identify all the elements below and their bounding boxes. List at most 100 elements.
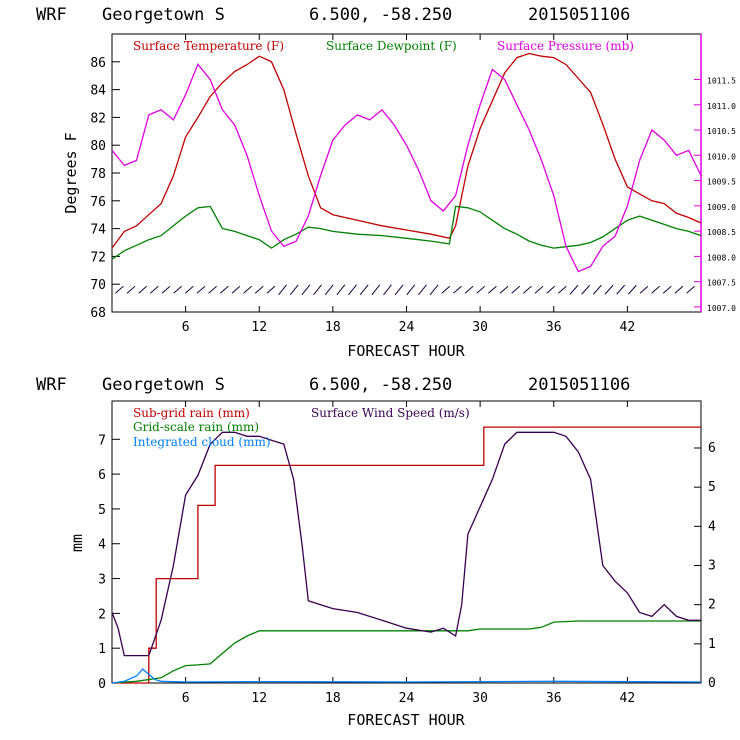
y-tick-label: 6: [98, 468, 106, 483]
y-axis-title: Degrees F: [62, 132, 80, 213]
chart-title-date: 2015051106: [528, 5, 630, 25]
y2-tick-label: 5: [708, 480, 716, 495]
wind-barb: [604, 284, 614, 295]
x-tick-label: 18: [325, 320, 341, 335]
series-line-surface-pressure-mb: [111, 63, 702, 273]
x-tick-label: 30: [472, 320, 488, 335]
wind-barb: [488, 285, 497, 294]
wind-barb: [406, 284, 416, 296]
legend-temperature: Surface Temperature (F): [133, 39, 284, 53]
y-tick-label: 78: [90, 167, 106, 182]
wind-barb: [231, 285, 241, 294]
wind-barb: [278, 284, 287, 296]
y2-tick-label: 4: [708, 519, 716, 534]
y-tick-label: 68: [90, 306, 106, 321]
wind-barb: [313, 284, 322, 296]
wind-barb: [651, 285, 660, 294]
x-tick-label: 24: [399, 691, 415, 706]
wind-barb: [138, 285, 148, 294]
wind-barbs: [115, 284, 695, 296]
y-tick-label: 2: [98, 607, 106, 622]
series-line-surface-dewpoint-f: [111, 205, 702, 260]
wind-barb: [383, 284, 392, 296]
chart-title-model: WRF: [36, 375, 67, 395]
y-tick-label: 76: [90, 195, 106, 210]
chart-title-coords: 6.500, -58.250: [309, 5, 452, 25]
wind-barb: [324, 284, 334, 296]
legend-dewpoint: Surface Dewpoint (F): [326, 39, 457, 53]
wind-barb: [453, 285, 462, 294]
y2-tick-label: 1: [708, 637, 716, 652]
precipitation-chart: WRF Georgetown S 6.500, -58.250 20150511…: [36, 375, 716, 729]
wind-barb: [674, 285, 684, 294]
y-tick-label: 7: [98, 433, 106, 448]
chart-title-date: 2015051106: [528, 375, 630, 395]
wind-barb: [173, 285, 182, 294]
wind-barb: [464, 285, 474, 294]
chart-title-coords: 6.500, -58.250: [309, 375, 452, 395]
wind-barb: [115, 285, 124, 294]
y2-tick-label: 1008.0: [707, 253, 736, 262]
x-axis-title: FORECAST HOUR: [347, 711, 465, 729]
wind-barb: [429, 284, 439, 296]
x-tick-label: 12: [251, 320, 267, 335]
wind-barb: [126, 285, 136, 294]
wind-barb: [150, 285, 159, 294]
x-tick-label: 12: [251, 691, 267, 706]
y-tick-label: 5: [98, 503, 106, 518]
legend-gridscale-rain: Grid-scale rain (mm): [133, 420, 259, 434]
wind-barb: [243, 285, 252, 294]
wind-barb: [196, 285, 206, 294]
wind-barb: [289, 284, 299, 296]
wind-barb: [266, 285, 276, 294]
y2-tick-label: 1008.5: [707, 228, 736, 237]
x-tick-label: 18: [325, 691, 341, 706]
x-tick-label: 42: [620, 320, 636, 335]
x-tick-label: 30: [472, 691, 488, 706]
wind-barb: [639, 285, 649, 294]
legend-wind-speed: Surface Wind Speed (m/s): [311, 406, 470, 420]
series-line-surface-wind-speed-m-s: [111, 431, 701, 657]
wind-barb: [336, 284, 346, 296]
wind-barb: [592, 284, 602, 295]
wind-barb: [418, 284, 427, 296]
wind-barb: [523, 285, 532, 294]
legend-subgrid-rain: Sub-grid rain (mm): [133, 406, 250, 420]
wind-barb: [184, 285, 194, 294]
wind-barb: [441, 285, 451, 294]
y2-tick-label: 1007.5: [707, 279, 736, 288]
y2-tick-label: 1011.5: [707, 76, 736, 85]
y-tick-label: 82: [90, 111, 106, 126]
wind-barb: [371, 284, 381, 296]
y2-tick-label: 2: [708, 598, 716, 613]
y-tick-label: 84: [90, 84, 106, 99]
x-tick-label: 36: [546, 320, 562, 335]
plot-frame: [111, 33, 702, 313]
wind-barb: [219, 285, 229, 294]
x-tick-label: 24: [399, 320, 415, 335]
y-tick-label: 72: [90, 250, 106, 265]
wind-barb: [569, 284, 579, 295]
y-tick-label: 3: [98, 573, 106, 588]
y-tick-label: 0: [98, 677, 106, 692]
y2-tick-label: 1007.0: [707, 304, 736, 313]
wind-barb: [476, 285, 486, 294]
y2-tick-label: 1009.0: [707, 203, 736, 212]
y2-tick-label: 0: [708, 676, 716, 691]
y2-tick-label: 1010.0: [707, 152, 736, 161]
wind-barb: [546, 285, 556, 294]
wind-barb: [686, 285, 695, 294]
series-line-surface-temperature-f: [111, 52, 702, 249]
wind-barb: [348, 284, 357, 296]
x-axis-title: FORECAST HOUR: [347, 342, 465, 360]
series-line-integrated-cloud-mm: [111, 668, 702, 684]
wind-barb: [662, 285, 672, 294]
y2-tick-label: 1010.5: [707, 127, 736, 136]
legend-integrated-cloud: Integrated cloud (mm): [133, 435, 271, 449]
wind-barb: [394, 284, 404, 296]
x-tick-label: 36: [546, 691, 562, 706]
y2-tick-label: 6: [708, 441, 716, 456]
chart-title-location: Georgetown S: [102, 5, 225, 25]
wind-barb: [254, 285, 264, 294]
chart-title-location: Georgetown S: [102, 375, 225, 395]
